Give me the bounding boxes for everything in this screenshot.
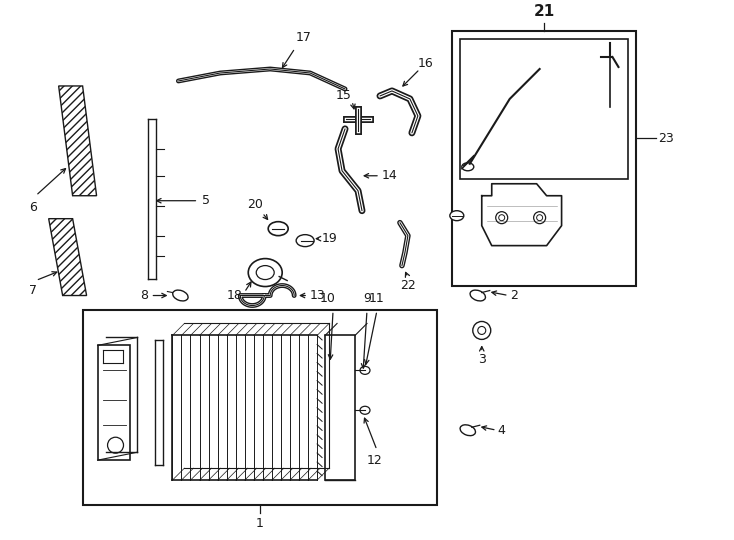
Ellipse shape [462, 163, 473, 171]
Circle shape [537, 215, 542, 221]
Text: 15: 15 [336, 90, 352, 103]
Bar [83, 310, 437, 505]
Circle shape [495, 212, 508, 224]
Circle shape [108, 437, 123, 453]
Polygon shape [59, 86, 97, 195]
Text: 14: 14 [382, 169, 398, 183]
Circle shape [498, 215, 505, 221]
Text: 19: 19 [322, 232, 338, 245]
Text: 7: 7 [29, 284, 37, 296]
Bar [452, 31, 636, 286]
Text: 12: 12 [367, 454, 383, 467]
Text: 8: 8 [140, 289, 148, 302]
Text: 11: 11 [369, 293, 385, 306]
Text: 10: 10 [320, 293, 336, 306]
Text: 5: 5 [203, 194, 211, 207]
Text: 18: 18 [226, 289, 242, 302]
Text: 6: 6 [29, 201, 37, 214]
Ellipse shape [360, 366, 370, 374]
Text: 13: 13 [310, 289, 326, 302]
Text: 9: 9 [363, 293, 371, 306]
Text: 3: 3 [478, 353, 486, 367]
Text: 16: 16 [418, 57, 434, 70]
Text: 1: 1 [255, 517, 264, 530]
Circle shape [478, 327, 486, 334]
Bar [98, 346, 129, 460]
Circle shape [473, 321, 491, 340]
Ellipse shape [360, 406, 370, 414]
Text: 4: 4 [498, 424, 506, 437]
Ellipse shape [172, 290, 188, 301]
Ellipse shape [450, 211, 464, 221]
Ellipse shape [248, 259, 282, 287]
Text: 17: 17 [296, 31, 312, 44]
Bar [459, 39, 628, 179]
Text: 20: 20 [247, 198, 264, 211]
Bar [325, 335, 355, 480]
Ellipse shape [470, 290, 485, 301]
Ellipse shape [256, 266, 275, 280]
Circle shape [534, 212, 545, 224]
Polygon shape [48, 219, 87, 295]
Text: 22: 22 [400, 279, 415, 292]
Text: 23: 23 [658, 132, 674, 145]
Ellipse shape [268, 222, 288, 235]
Ellipse shape [296, 235, 314, 247]
Text: 2: 2 [509, 289, 517, 302]
Ellipse shape [460, 425, 476, 436]
Text: 21: 21 [534, 4, 555, 19]
